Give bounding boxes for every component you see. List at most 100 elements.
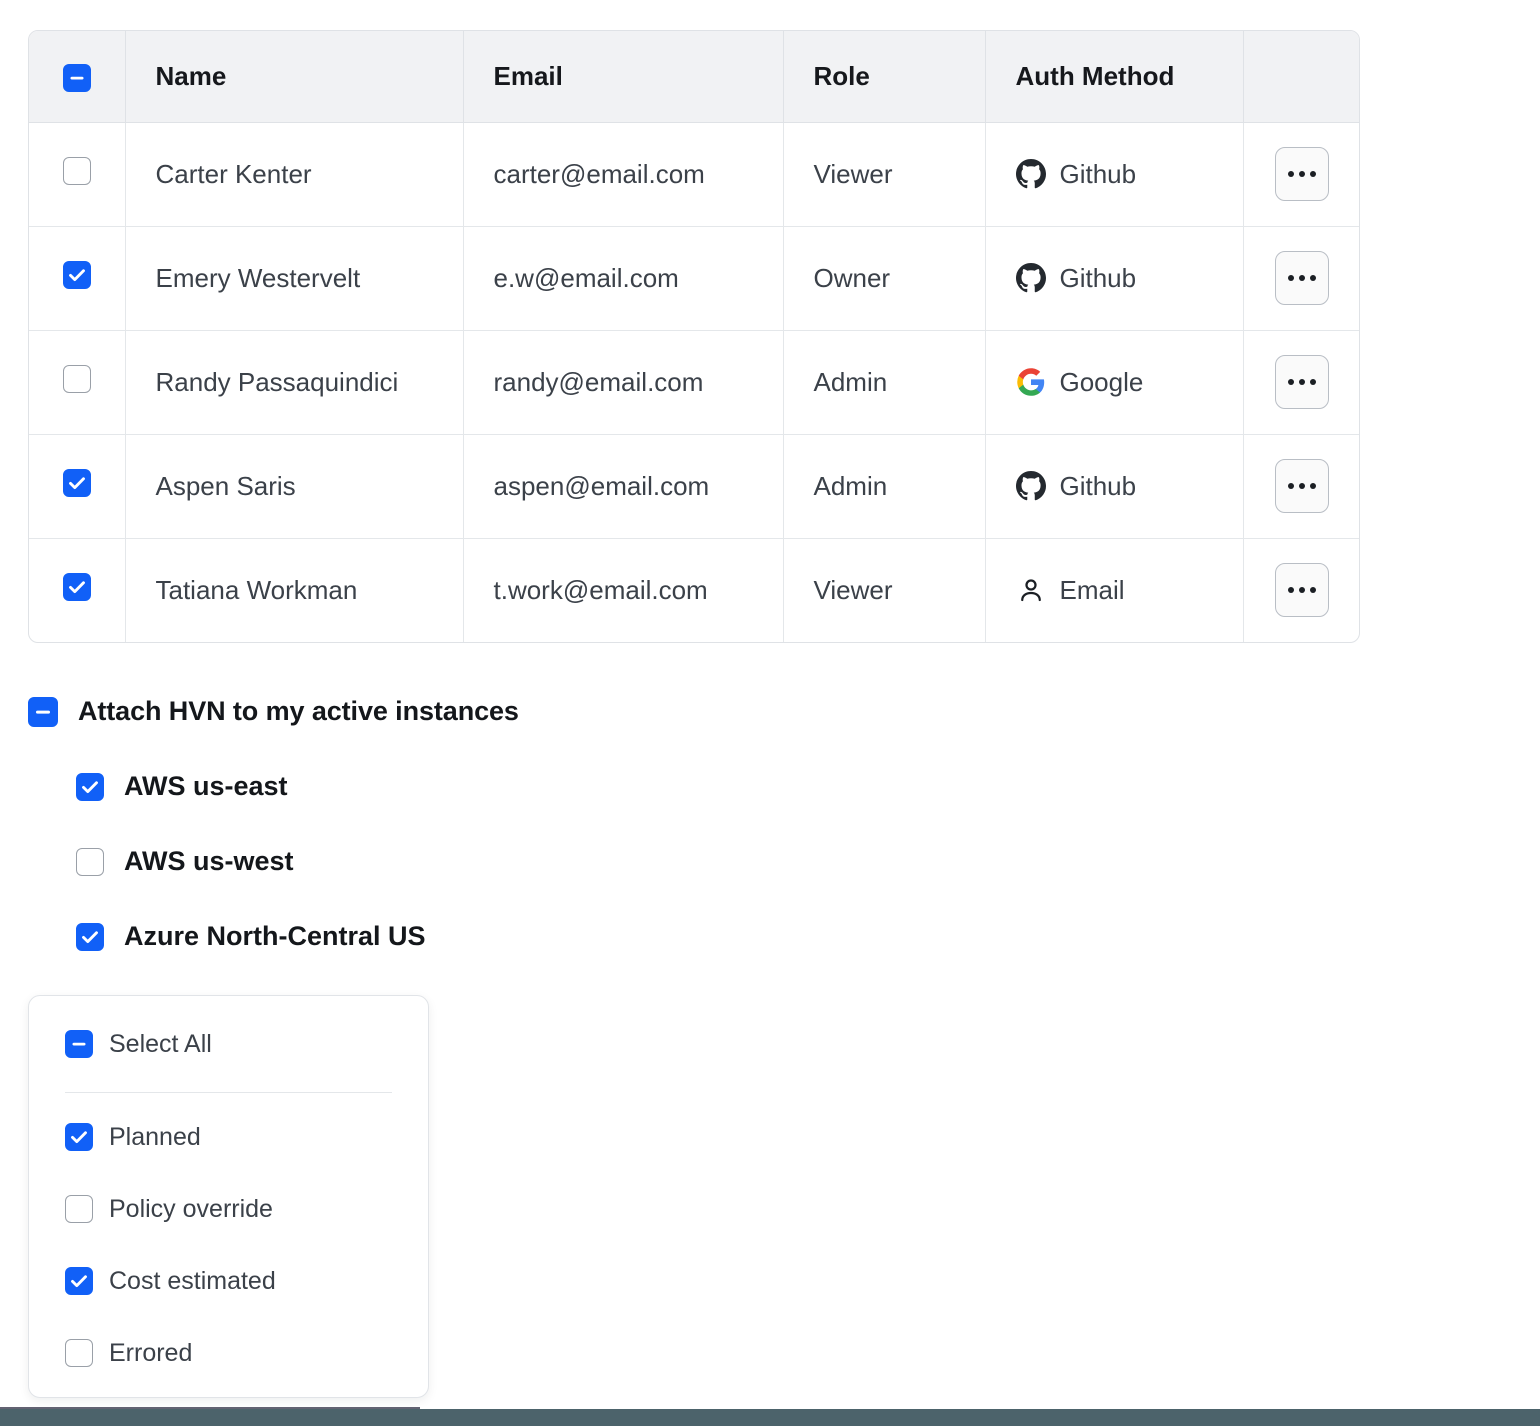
row-actions-button[interactable] — [1275, 563, 1330, 618]
column-header-auth-method[interactable]: Auth Method — [985, 31, 1244, 123]
auth-method-wrapper: Github — [1015, 158, 1243, 190]
auth-method-label: Google — [1059, 366, 1144, 397]
table-row[interactable]: Emery Westervelt e.w@email.com Owner Github — [29, 226, 1359, 331]
dropdown-option-checkbox[interactable] — [65, 1267, 93, 1295]
dropdown-options-list: Planned Policy override Cost estimated Erro… — [29, 1113, 428, 1377]
row-actions-button[interactable] — [1275, 355, 1330, 409]
row-select-cell — [29, 226, 126, 331]
table-row[interactable]: Randy Passaquindici randy@email.com Admin G… — [29, 330, 1359, 435]
select-all-checkbox[interactable] — [62, 63, 91, 92]
github-icon — [1015, 263, 1046, 293]
dropdown-select-all-item[interactable]: Select All — [29, 1020, 428, 1068]
hvn-child-row[interactable]: AWS us-west — [76, 846, 519, 877]
column-header-actions — [1243, 31, 1359, 123]
hvn-child-checkbox[interactable] — [76, 847, 104, 876]
ellipsis-icon — [1288, 275, 1317, 281]
hvn-child-row[interactable]: AWS us-east — [76, 771, 519, 802]
check-icon — [82, 780, 98, 793]
row-actions-button[interactable] — [1275, 147, 1330, 201]
cell-auth-method: Github — [985, 122, 1244, 227]
column-header-email[interactable]: Email — [463, 31, 784, 123]
auth-method-label: Github — [1059, 262, 1137, 293]
cell-auth-method: Github — [985, 226, 1244, 331]
dropdown-select-all-checkbox[interactable] — [65, 1030, 93, 1058]
hvn-children-list: AWS us-east AWS us-west Azure North-Centra… — [76, 771, 519, 952]
auth-method-wrapper: Github — [1015, 262, 1243, 294]
row-select-cell — [29, 538, 126, 642]
cell-auth-method: Google — [985, 330, 1244, 435]
hvn-checkbox-group: Attach HVN to my active instances AWS us… — [28, 696, 519, 952]
cell-name: Emery Westervelt — [125, 226, 464, 331]
table-row[interactable]: Aspen Saris aspen@email.com Admin Github — [29, 434, 1359, 539]
check-icon — [68, 476, 85, 489]
cell-actions — [1243, 538, 1359, 642]
minus-icon — [36, 710, 50, 714]
check-icon — [71, 1275, 87, 1288]
auth-method-wrapper: Email — [1016, 575, 1243, 606]
cell-email: aspen@email.com — [463, 434, 784, 539]
hvn-parent-label: Attach HVN to my active instances — [78, 696, 519, 726]
auth-method-wrapper: Github — [1015, 470, 1243, 502]
hvn-parent-checkbox[interactable] — [28, 696, 58, 727]
auth-method-label: Github — [1059, 470, 1137, 501]
cell-role: Admin — [783, 434, 986, 539]
cell-name: Randy Passaquindici — [125, 330, 464, 435]
person-icon — [1020, 579, 1041, 602]
row-select-checkbox[interactable] — [62, 572, 91, 601]
hvn-child-checkbox[interactable] — [76, 922, 104, 951]
users-table: Name Email Role Auth Method Carter Kente… — [29, 31, 1359, 642]
cell-email: e.w@email.com — [463, 226, 784, 331]
dropdown-option-checkbox[interactable] — [65, 1339, 93, 1367]
dropdown-option-item[interactable]: Cost estimated — [29, 1257, 428, 1305]
cell-role: Admin — [783, 330, 986, 435]
check-icon — [68, 268, 85, 281]
cell-name: Tatiana Workman — [125, 538, 464, 642]
row-actions-button[interactable] — [1275, 459, 1330, 513]
hvn-child-label: AWS us-west — [124, 846, 294, 876]
column-header-name[interactable]: Name — [125, 31, 464, 123]
ellipsis-icon — [1288, 587, 1317, 594]
minus-icon — [70, 76, 84, 80]
row-select-cell — [29, 330, 126, 435]
dropdown-select-all-label: Select All — [109, 1029, 212, 1058]
hvn-child-checkbox[interactable] — [76, 772, 104, 801]
ellipsis-icon — [1288, 171, 1317, 177]
ellipsis-icon — [1288, 379, 1317, 385]
row-select-checkbox[interactable] — [62, 364, 91, 393]
row-select-checkbox[interactable] — [62, 468, 91, 497]
row-actions-button[interactable] — [1275, 251, 1330, 305]
table-row[interactable]: Carter Kenter carter@email.com Viewer Githu… — [29, 122, 1359, 227]
cell-actions — [1243, 122, 1359, 227]
hvn-child-label: Azure North-Central US — [124, 921, 426, 951]
cell-role: Viewer — [783, 538, 986, 642]
cell-email: t.work@email.com — [463, 538, 784, 642]
cell-actions — [1243, 434, 1359, 539]
table-row[interactable]: Tatiana Workman t.work@email.com Viewer Ema… — [29, 538, 1359, 642]
dropdown-option-checkbox[interactable] — [65, 1195, 93, 1223]
table-header-row: Name Email Role Auth Method — [29, 31, 1359, 123]
row-select-checkbox[interactable] — [62, 260, 91, 289]
dropdown-option-label: Cost estimated — [109, 1266, 276, 1295]
header-select-all-cell — [29, 31, 126, 123]
dropdown-option-item[interactable]: Policy override — [29, 1185, 428, 1233]
cell-email: randy@email.com — [463, 330, 784, 435]
bottom-status-bar — [0, 1409, 1540, 1426]
cell-role: Viewer — [783, 122, 986, 227]
row-select-checkbox[interactable] — [62, 156, 91, 185]
cell-actions — [1243, 330, 1359, 435]
dropdown-option-checkbox[interactable] — [65, 1123, 93, 1151]
dropdown-option-item[interactable]: Errored — [29, 1329, 428, 1377]
hvn-parent-row[interactable]: Attach HVN to my active instances — [28, 696, 519, 727]
table-body: Carter Kenter carter@email.com Viewer Githu… — [29, 122, 1359, 642]
status-filter-dropdown: Select All Planned Policy override Cost es… — [28, 995, 429, 1398]
users-table-container: Name Email Role Auth Method Carter Kente… — [28, 30, 1360, 643]
dropdown-option-label: Planned — [109, 1122, 201, 1151]
cell-auth-method: Github — [985, 434, 1244, 539]
auth-method-label: Github — [1059, 158, 1137, 189]
cell-name: Aspen Saris — [125, 434, 464, 539]
cell-role: Owner — [783, 226, 986, 331]
hvn-child-row[interactable]: Azure North-Central US — [76, 921, 519, 952]
dropdown-option-item[interactable]: Planned — [29, 1113, 428, 1161]
column-header-role[interactable]: Role — [783, 31, 986, 123]
